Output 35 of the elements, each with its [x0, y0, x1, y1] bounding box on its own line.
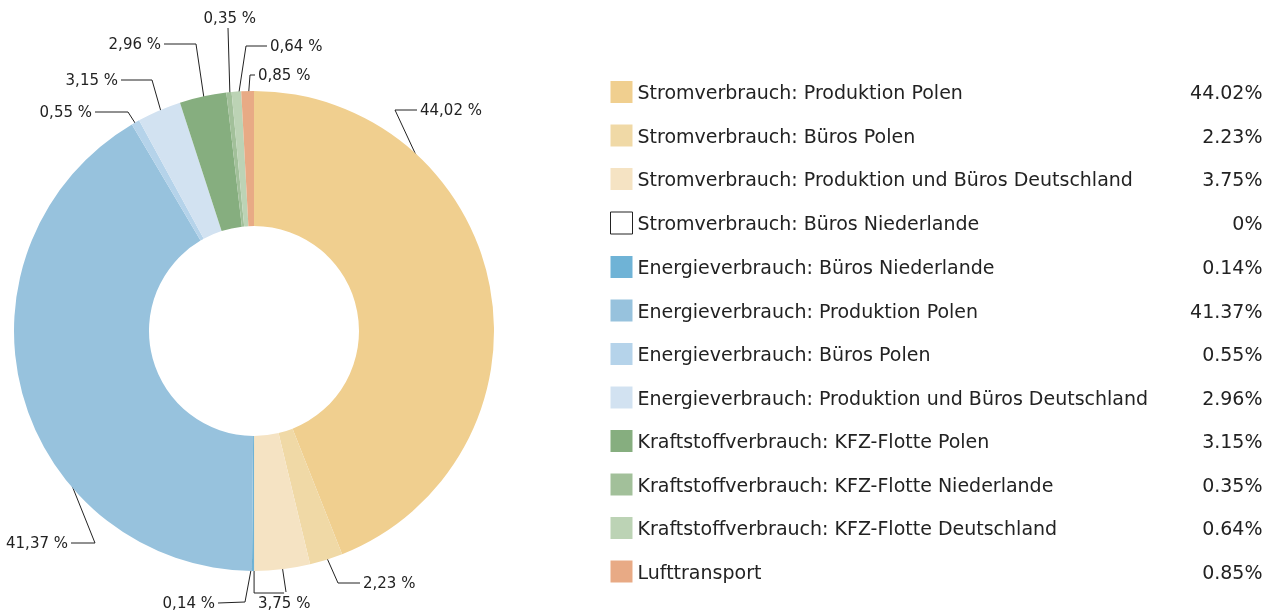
legend-label: Kraftstoffverbrauch: KFZ-Flotte Deutschland: [637, 517, 1058, 539]
legend-label: Energieverbrauch: Produktion Polen: [637, 299, 979, 322]
data-label: 0.85%: [1202, 560, 1263, 583]
text: 41,37 %: [6, 534, 68, 552]
data-label: 2.96%: [1202, 386, 1263, 409]
legend-label: Stromverbrauch: Produktion und Büros Deutschland: [637, 168, 1133, 190]
text: 2,96 %: [108, 35, 161, 53]
legend-label: Lufttransport: [637, 560, 762, 583]
legend-label: Energieverbrauch: Produktion und Büros Deutschland: [637, 386, 1149, 409]
data-label: 0.14%: [1202, 256, 1263, 278]
text: 0,85 %: [258, 66, 311, 84]
legend-label: Stromverbrauch: Büros Polen: [637, 124, 916, 147]
legend-label: Kraftstoffverbrauch: KFZ-Flotte Niederlande: [637, 473, 1054, 496]
text: 0,64 %: [270, 37, 323, 55]
legend-label: Energieverbrauch: Büros Niederlande: [637, 256, 995, 278]
legend-label: Energieverbrauch: Büros Polen: [637, 343, 931, 365]
text: 0,14 %: [162, 594, 215, 612]
legend-label: Kraftstoffverbrauch: KFZ-Flotte Polen: [637, 430, 990, 452]
text: 2,23 %: [363, 574, 416, 592]
legend-label: Stromverbrauch: Büros Niederlande: [637, 212, 980, 234]
data-label: 3.75%: [1202, 168, 1263, 190]
data-label: 3.15%: [1202, 430, 1263, 452]
text: 0,55 %: [39, 103, 92, 121]
data-label: 44.02%: [1190, 81, 1263, 103]
text: 3,15 %: [65, 71, 118, 89]
text: 0,35 %: [203, 9, 256, 27]
text: 44,02 %: [420, 101, 482, 119]
legend-label: Stromverbrauch: Produktion Polen: [637, 81, 963, 103]
data-label: 41.37%: [1190, 299, 1263, 322]
data-label: 0.55%: [1202, 343, 1263, 365]
text: 0%: [1232, 212, 1263, 234]
data-label: 0.64%: [1202, 517, 1263, 539]
data-label: 0.35%: [1202, 473, 1263, 496]
text: 3,75 %: [258, 594, 311, 612]
data-label: 2.23%: [1202, 124, 1263, 147]
